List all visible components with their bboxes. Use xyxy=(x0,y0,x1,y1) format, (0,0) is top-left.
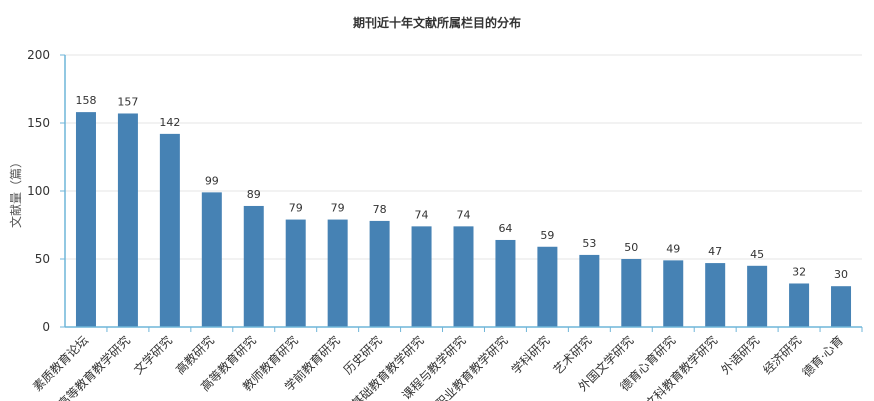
y-tick-label: 150 xyxy=(27,116,50,130)
y-tick-label: 100 xyxy=(27,184,50,198)
bar xyxy=(159,133,180,327)
x-tick-label: 德育·心育 xyxy=(799,333,846,380)
y-tick-label: 50 xyxy=(35,252,50,266)
y-tick-label: 200 xyxy=(27,48,50,62)
x-tick-label: 高教研究 xyxy=(172,333,217,378)
bar xyxy=(453,226,474,327)
data-label: 64 xyxy=(498,222,512,235)
data-label: 53 xyxy=(582,237,596,250)
axes xyxy=(60,54,863,332)
bar xyxy=(201,192,222,327)
data-label: 79 xyxy=(289,202,303,215)
bar xyxy=(495,239,516,327)
x-tick-label: 文学研究 xyxy=(130,333,175,378)
x-tick-label: 经济研究 xyxy=(760,333,805,378)
data-label: 32 xyxy=(792,265,806,278)
data-labels: 158 157 142 99 89 79 79 78 74 74 64 59 53 50 49 47 45 32 3… xyxy=(75,94,848,281)
bar xyxy=(243,205,264,327)
x-tick-label: 学科研究 xyxy=(508,333,553,378)
x-tick-labels: 素质教育论坛高等教育教学研究文学研究高教研究高等教育研究教师教育研究学前教育研究… xyxy=(30,333,847,401)
bar xyxy=(621,259,642,327)
data-label: 45 xyxy=(750,248,764,261)
data-label: 74 xyxy=(457,208,471,221)
bar xyxy=(285,219,306,327)
bar xyxy=(705,263,726,327)
x-tick-label: 艺术研究 xyxy=(550,333,595,378)
bar xyxy=(663,260,684,327)
bar xyxy=(579,254,600,327)
data-label: 142 xyxy=(159,116,180,129)
chart-title: 期刊近十年文献所属栏目的分布 xyxy=(353,15,521,30)
bar xyxy=(327,219,348,327)
bar xyxy=(411,226,432,327)
bar xyxy=(369,220,390,327)
data-label: 50 xyxy=(624,241,638,254)
data-label: 99 xyxy=(205,174,219,187)
data-label: 59 xyxy=(540,229,554,242)
bar xyxy=(789,283,810,327)
bar xyxy=(831,286,852,327)
bars xyxy=(75,112,852,328)
x-tick-label: 历史研究 xyxy=(340,333,385,378)
data-label: 49 xyxy=(666,242,680,255)
bar xyxy=(537,246,558,327)
data-label: 157 xyxy=(117,95,138,108)
data-label: 79 xyxy=(331,202,345,215)
data-label: 158 xyxy=(75,94,96,107)
data-label: 30 xyxy=(834,268,848,281)
y-tick-label: 0 xyxy=(42,320,50,334)
x-tick-label: 外语研究 xyxy=(718,333,763,378)
data-label: 74 xyxy=(415,208,429,221)
bar xyxy=(117,113,138,327)
data-label: 47 xyxy=(708,245,722,258)
bar xyxy=(75,112,96,328)
bar xyxy=(747,265,768,327)
y-tick-labels: 0 50 100 150 200 xyxy=(27,48,50,334)
data-label: 78 xyxy=(373,203,387,216)
y-axis-label: 文献量（篇） xyxy=(8,156,23,228)
data-label: 89 xyxy=(247,188,261,201)
